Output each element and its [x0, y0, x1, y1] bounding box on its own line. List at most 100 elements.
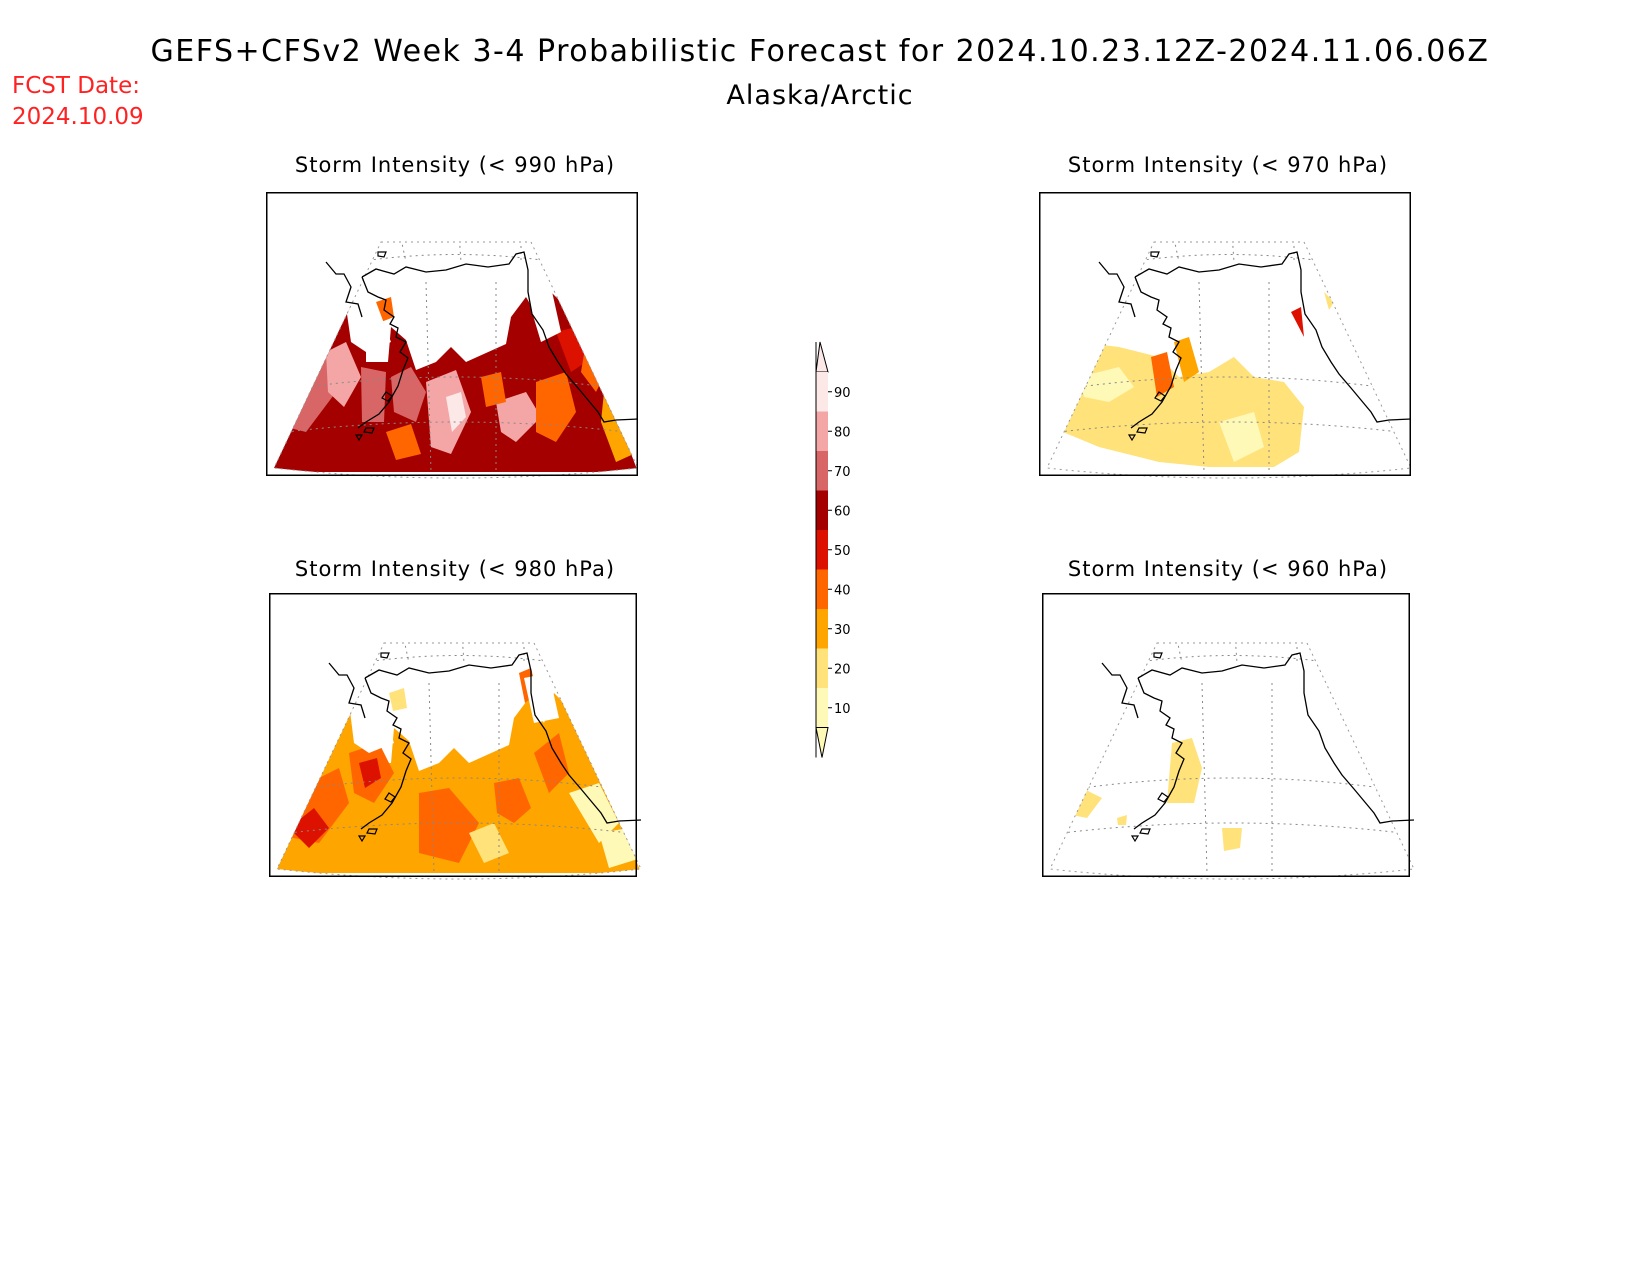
graticule-line [425, 281, 432, 473]
colorbar-tick-label: 80 [834, 425, 851, 440]
island-outline [1130, 835, 1140, 843]
graticule-line [1198, 281, 1205, 473]
island-outline [1150, 251, 1160, 258]
colorbar-tick-label: 20 [834, 662, 851, 677]
colorbar-tick-label: 10 [834, 702, 851, 717]
panel-title-960: Storm Intensity (< 960 hPa) [1068, 557, 1388, 581]
island-outline [366, 828, 378, 835]
probability-contour-fill [1079, 367, 1134, 402]
map-panel-990hpa [266, 192, 639, 479]
probability-contour-fill [386, 424, 421, 460]
island-outline [381, 391, 393, 402]
island-outline [384, 792, 396, 803]
probability-contour-fill [1167, 738, 1202, 803]
island-outline [380, 652, 390, 659]
probability-contour-fill [389, 688, 407, 711]
map-domain-outline [273, 241, 639, 479]
probability-field [1047, 292, 1334, 467]
probability-contour-fill [1174, 337, 1199, 382]
missing-data-area [346, 302, 391, 352]
probability-contour-fill [1291, 307, 1304, 337]
colorbar-swatch [816, 490, 828, 530]
missing-data-area [349, 698, 394, 753]
colorbar-swatch [816, 530, 828, 570]
map-panel-960hpa [1042, 593, 1415, 880]
coastline-path [1134, 251, 1412, 423]
coastline-path [328, 662, 366, 719]
coastline [1101, 652, 1415, 843]
map-panel-970hpa [1039, 192, 1412, 479]
colorbar-swatch [816, 648, 828, 688]
map-panel-980hpa [269, 593, 642, 880]
colorbar-top-cap [815, 341, 829, 373]
graticule-line [1201, 682, 1208, 874]
probability-contour-fill [1222, 828, 1242, 851]
graticule-line [355, 254, 557, 263]
map-frame [269, 593, 637, 877]
missing-data-area [524, 673, 559, 723]
probability-contour-fill [361, 367, 386, 422]
colorbar-tick-label: 40 [834, 583, 851, 598]
colorbar-tick-label: 60 [834, 504, 851, 519]
island-outline [1139, 828, 1151, 835]
graticule-line [1128, 254, 1330, 263]
coastline-path [1101, 662, 1139, 719]
coastline-path [1130, 276, 1182, 429]
graticule-line [1081, 777, 1383, 789]
probability-contour-fill [534, 733, 569, 793]
probability-contour-fill [359, 758, 381, 788]
fcst-date-value: 2024.10.09 [12, 104, 144, 130]
colorbar-tick-label: 70 [834, 465, 851, 480]
coastline-path [364, 652, 642, 824]
probability-contour-fill [496, 392, 541, 442]
probability-contour-fill [289, 808, 329, 848]
map-frame [1042, 593, 1410, 877]
graticule-line [1061, 822, 1403, 834]
probability-contour-fill [494, 778, 531, 823]
panel-title-970: Storm Intensity (< 970 hPa) [1068, 153, 1388, 177]
colorbar-bottom-cap [815, 727, 829, 758]
graticule-line [358, 655, 560, 664]
coastline-path [357, 276, 409, 429]
graticule-line [1058, 421, 1400, 433]
panel-title-980: Storm Intensity (< 980 hPa) [295, 557, 615, 581]
island-outline [357, 835, 367, 843]
coastline-path [361, 251, 639, 423]
map-frame [266, 192, 638, 476]
colorbar-swatch [816, 569, 828, 609]
coastline-path [1098, 261, 1136, 318]
island-outline [354, 434, 364, 442]
coastline [1098, 251, 1412, 442]
colorbar-swatch [816, 609, 828, 649]
figure-subtitle: Alaska/Arctic [726, 80, 913, 111]
coastline [328, 652, 642, 843]
panel-title-990: Storm Intensity (< 990 hPa) [295, 153, 615, 177]
map-domain-outline [1049, 642, 1415, 880]
graticule-line [308, 777, 610, 789]
probability-contour-fill [536, 372, 576, 442]
map-frame [1039, 192, 1411, 476]
graticule-line [428, 682, 435, 874]
graticule [285, 242, 627, 473]
coastline-path [360, 677, 412, 830]
island-outline [1153, 652, 1163, 659]
graticule [1061, 643, 1403, 874]
island-outline [1127, 434, 1137, 442]
colorbar-swatch [816, 688, 828, 728]
colorbar-swatch [816, 451, 828, 491]
colorbar-swatch [816, 411, 828, 451]
probability-contour-fill [1324, 292, 1334, 310]
probability-contour-fill [481, 372, 506, 407]
probability-contour-fill [1117, 815, 1127, 825]
probability-colorbar: 90 80 70 60 50 40 30 20 10 [815, 341, 851, 758]
probability-contour-fill [426, 370, 471, 454]
graticule [1058, 242, 1400, 473]
missing-data-area [526, 287, 561, 342]
figure-title: GEFS+CFSv2 Week 3-4 Probabilistic Foreca… [151, 34, 1490, 69]
fcst-date-label: FCST Date: [12, 73, 140, 99]
island-outline [363, 427, 375, 434]
island-outline [1136, 427, 1148, 434]
graticule-line [288, 822, 630, 834]
colorbar-swatch [816, 372, 828, 412]
graticule-line [1078, 376, 1380, 388]
